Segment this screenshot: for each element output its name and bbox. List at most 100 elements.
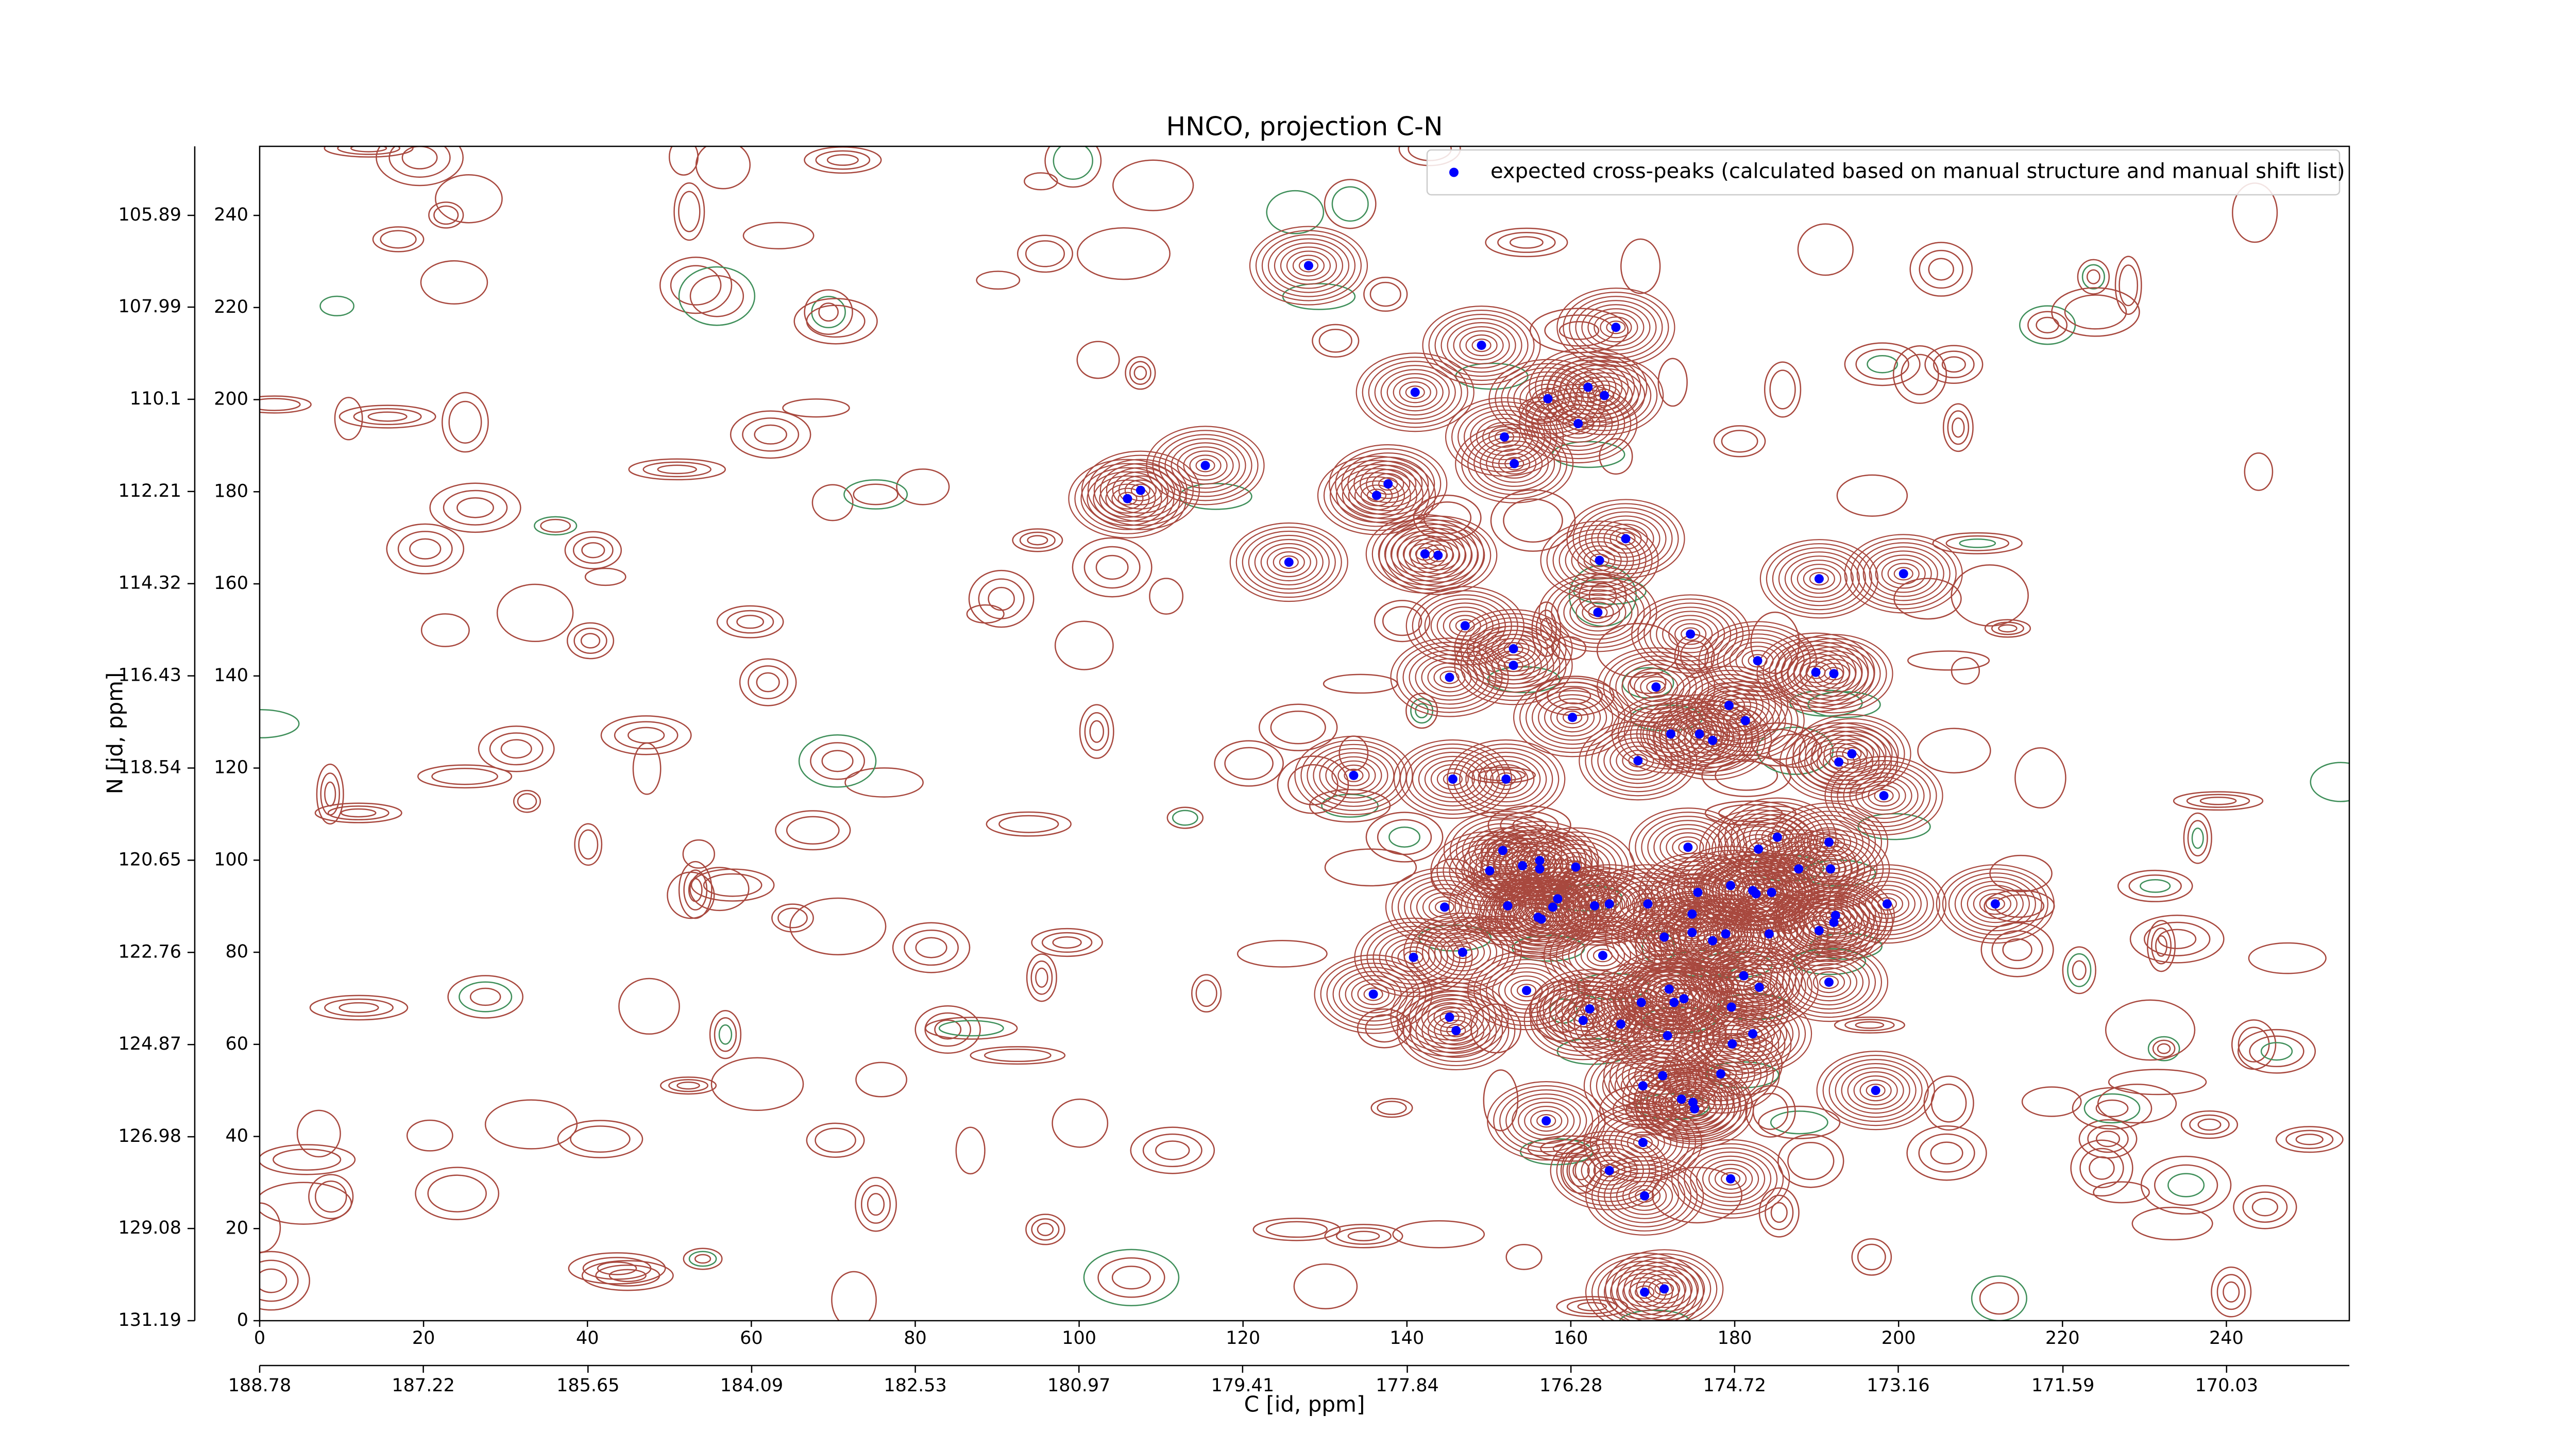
contour: [1348, 476, 1405, 515]
cross-peak: [1794, 864, 1804, 874]
contour: [1585, 1156, 1704, 1236]
contour: [1342, 472, 1412, 519]
contour: [1370, 1098, 1413, 1118]
contour: [1397, 946, 1430, 968]
contour: [1415, 703, 1429, 719]
contour: [1318, 329, 1352, 353]
contour: [670, 265, 722, 306]
contour: [1616, 746, 1660, 776]
contour: [1777, 1134, 1844, 1188]
contour: [1440, 317, 1522, 373]
contour: [934, 1019, 962, 1040]
contour: [2117, 869, 2193, 902]
cross-peak: [1460, 621, 1470, 631]
cross-peak: [1811, 667, 1821, 677]
contour: [1566, 1299, 1618, 1315]
contour: [1837, 764, 1931, 828]
contour: [1577, 545, 1622, 576]
contour: [815, 150, 871, 170]
cross-peak: [1726, 1002, 1736, 1012]
contour: [1788, 955, 1870, 1010]
contour: [1536, 1114, 1556, 1128]
contour: [1012, 528, 1063, 552]
contour: [1544, 698, 1601, 737]
contour: [260, 398, 301, 411]
contour: [1089, 720, 1105, 743]
contour: [1465, 334, 1498, 357]
cross-peak: [1522, 986, 1532, 996]
cross-peak: [1879, 791, 1889, 801]
contour: [1447, 322, 1516, 369]
contour: [1549, 981, 1631, 1037]
contour: [1704, 1024, 1761, 1063]
contour: [1928, 258, 1955, 281]
contour: [1652, 1069, 1673, 1083]
contour: [1433, 666, 1466, 688]
contour: [1516, 902, 1561, 933]
contour: [1641, 1073, 1748, 1144]
contour: [581, 542, 605, 559]
contour: [1025, 240, 1065, 267]
contour: [1579, 721, 1698, 801]
contour: [1565, 537, 1634, 584]
contour: [1764, 361, 1802, 418]
x2-tick-label: 173.16: [1867, 1375, 1929, 1396]
contour: [1019, 531, 1056, 549]
contour: [1569, 593, 1626, 632]
cross-peak: [1669, 998, 1679, 1007]
contour: [319, 295, 354, 316]
contour: [1525, 908, 1557, 930]
contour: [2140, 879, 2171, 893]
contour: [1214, 740, 1284, 787]
x2-tick-label: 171.59: [2031, 1375, 2094, 1396]
contour: [1595, 389, 1615, 402]
contour: [1572, 503, 1679, 575]
contour: [1266, 547, 1311, 578]
cross-peak: [1548, 902, 1557, 912]
contour: [1592, 949, 1613, 963]
contour: [1816, 1051, 1935, 1131]
contour: [1266, 190, 1325, 234]
contour: [1397, 990, 1516, 1071]
cross-peak: [1831, 911, 1840, 920]
contour: [1440, 1019, 1472, 1042]
contour: [1867, 355, 1898, 374]
contour: [574, 823, 603, 866]
contour: [1482, 422, 1527, 452]
contour: [429, 482, 521, 533]
contour: [1068, 459, 1187, 538]
contour: [810, 742, 866, 780]
cross-peak: [1659, 1284, 1669, 1294]
contour: [608, 1269, 647, 1283]
contour: [443, 490, 508, 526]
contour: [1762, 636, 1869, 708]
contour: [1044, 146, 1102, 188]
x-tick-label: 40: [576, 1328, 599, 1349]
contour: [1428, 896, 1461, 918]
contour: [777, 907, 808, 929]
contour: [1564, 368, 1646, 423]
contour: [1415, 1003, 1497, 1058]
contour: [2095, 1099, 2129, 1118]
contour: [2249, 1035, 2304, 1068]
cross-peak: [1445, 672, 1454, 682]
contour: [1388, 827, 1420, 848]
contour: [1459, 747, 1553, 811]
contour: [1984, 619, 2031, 638]
contour: [1881, 559, 1926, 589]
contour: [1473, 436, 1555, 491]
contour: [1628, 1185, 1661, 1207]
contour: [1524, 1106, 1569, 1136]
contour: [1484, 764, 1529, 795]
contour: [2062, 946, 2096, 995]
contour: [786, 816, 840, 845]
contour: [716, 605, 784, 638]
contour: [1538, 694, 1607, 741]
contour: [1382, 606, 1422, 636]
contour: [1467, 432, 1562, 495]
contour: [1662, 615, 1719, 653]
y2-tick-label: 120.65: [118, 849, 181, 870]
contour: [1390, 977, 1509, 1057]
y-tick-label: 120: [214, 757, 248, 778]
